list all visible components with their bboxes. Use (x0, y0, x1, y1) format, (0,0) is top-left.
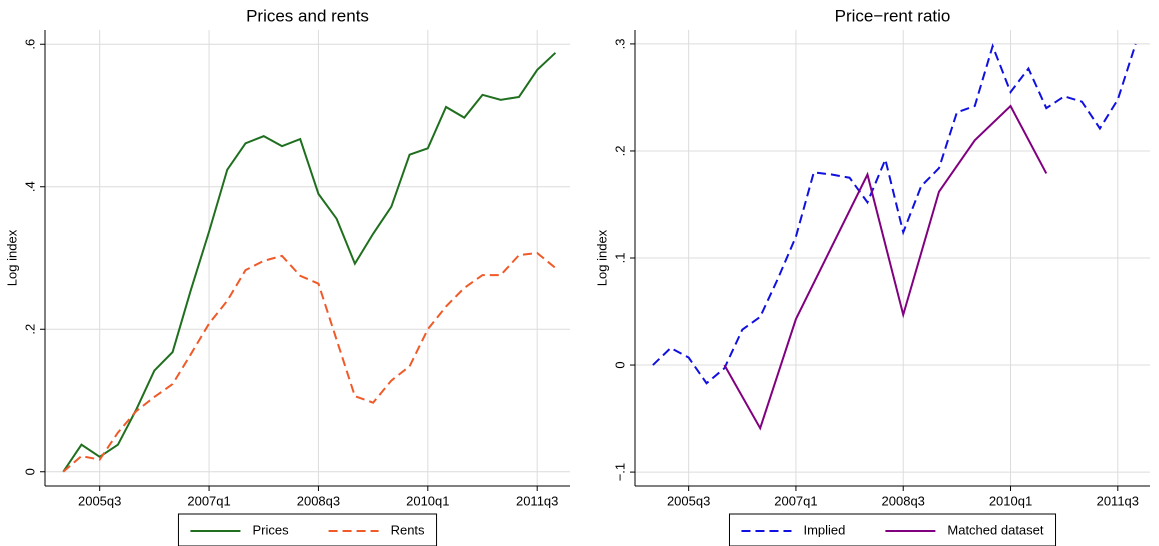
x-tick-label: 2010q1 (406, 493, 449, 508)
x-tick-label: 2007q1 (187, 493, 230, 508)
x-tick-label: 2005q3 (667, 493, 710, 508)
y-axis-label: Log index (594, 229, 609, 286)
legend-label: Matched dataset (947, 522, 1044, 537)
series-line (62, 52, 557, 473)
series-line (62, 251, 557, 473)
y-tick-label: 0 (612, 361, 627, 368)
y-tick-label: .1 (612, 253, 627, 264)
legend-label: Rents (391, 522, 425, 537)
y-tick-label: .2 (612, 146, 627, 157)
x-tick-label: 2011q3 (1097, 493, 1139, 508)
y-tick-label: .2 (22, 324, 37, 335)
x-tick-label: 2008q3 (297, 493, 340, 508)
y-tick-label: 0 (22, 468, 37, 475)
series-line (723, 104, 1048, 431)
series-line (652, 42, 1137, 385)
title: Price−rent ratio (835, 6, 951, 25)
y-tick-label: −.1 (612, 463, 627, 481)
x-tick-label: 2008q3 (882, 493, 925, 508)
y-tick-label: .4 (22, 181, 37, 192)
legend-box (177, 513, 438, 546)
title: Prices and rents (246, 6, 369, 25)
legend-label: Implied (803, 522, 845, 537)
y-axis-label: Log index (4, 229, 19, 286)
x-tick-label: 2005q3 (78, 493, 121, 508)
y-tick-label: .3 (612, 38, 627, 49)
x-tick-label: 2011q3 (516, 493, 558, 508)
y-tick-label: .6 (22, 39, 37, 50)
x-tick-label: 2007q1 (774, 493, 817, 508)
legend-label: Prices (252, 522, 289, 537)
x-tick-label: 2010q1 (989, 493, 1032, 508)
legend-box (728, 513, 1057, 546)
